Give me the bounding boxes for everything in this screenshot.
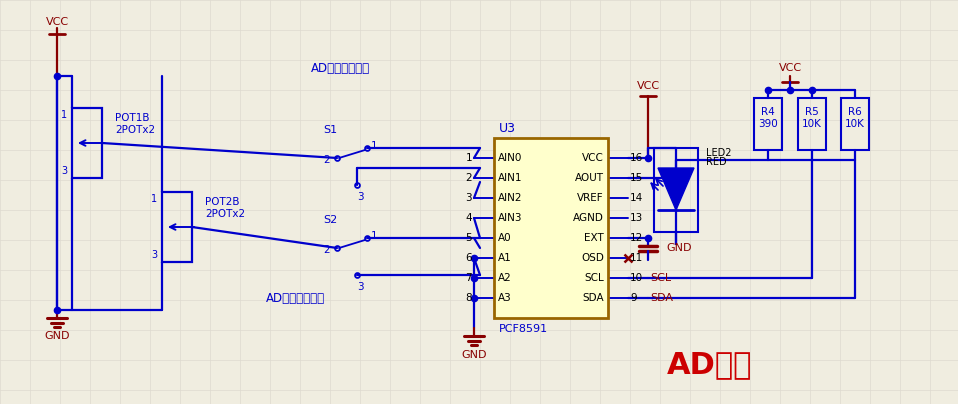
Text: R4: R4	[761, 107, 775, 117]
Text: 15: 15	[630, 173, 643, 183]
Text: AD通道选择开关: AD通道选择开关	[265, 292, 325, 305]
Text: 10K: 10K	[845, 119, 865, 129]
Text: AIN3: AIN3	[498, 213, 522, 223]
Bar	[162, 192, 192, 262]
Text: 1: 1	[371, 141, 377, 151]
Bar	[754, 98, 782, 150]
Text: AIN2: AIN2	[498, 193, 522, 203]
Text: 2POTx2: 2POTx2	[205, 209, 245, 219]
Text: 5: 5	[466, 233, 472, 243]
Text: 6: 6	[466, 253, 472, 263]
Text: 2POTx2: 2POTx2	[115, 125, 155, 135]
Text: 16: 16	[630, 153, 643, 163]
Text: 10: 10	[630, 273, 643, 283]
Text: SCL: SCL	[584, 273, 604, 283]
Text: S2: S2	[323, 215, 337, 225]
Text: A3: A3	[498, 293, 512, 303]
Text: 1: 1	[466, 153, 472, 163]
Text: POT1B: POT1B	[115, 113, 149, 123]
Text: AGND: AGND	[573, 213, 604, 223]
Text: 13: 13	[630, 213, 643, 223]
Text: AIN1: AIN1	[498, 173, 522, 183]
Text: GND: GND	[666, 243, 692, 253]
Text: 1: 1	[150, 194, 157, 204]
Polygon shape	[658, 168, 694, 210]
Text: VCC: VCC	[582, 153, 604, 163]
Text: RED: RED	[706, 157, 726, 167]
Text: VREF: VREF	[578, 193, 604, 203]
Text: 1: 1	[371, 231, 377, 241]
Bar	[494, 138, 608, 318]
Text: SCL: SCL	[650, 273, 672, 283]
Text: 2: 2	[324, 245, 331, 255]
Text: 14: 14	[630, 193, 643, 203]
Text: AIN0: AIN0	[498, 153, 522, 163]
Text: PCF8591: PCF8591	[499, 324, 548, 334]
Text: VCC: VCC	[636, 81, 659, 91]
Text: 390: 390	[758, 119, 778, 129]
Text: R5: R5	[805, 107, 819, 117]
Text: 4: 4	[466, 213, 472, 223]
Text: 8: 8	[466, 293, 472, 303]
Text: R6: R6	[848, 107, 862, 117]
Bar	[72, 108, 102, 178]
Text: VCC: VCC	[779, 63, 802, 73]
Text: 3: 3	[356, 282, 363, 292]
Text: 10K: 10K	[802, 119, 822, 129]
Text: AOUT: AOUT	[575, 173, 604, 183]
Text: A2: A2	[498, 273, 512, 283]
Text: A1: A1	[498, 253, 512, 263]
Text: U3: U3	[499, 122, 516, 135]
Text: 12: 12	[630, 233, 643, 243]
Text: VCC: VCC	[45, 17, 69, 27]
Text: 3: 3	[150, 250, 157, 260]
Text: AD采样: AD采样	[668, 351, 753, 379]
Text: 1: 1	[61, 110, 67, 120]
Text: 9: 9	[630, 293, 637, 303]
Text: 11: 11	[630, 253, 643, 263]
Text: AD通道选择开关: AD通道选择开关	[310, 61, 370, 74]
Text: S1: S1	[323, 125, 337, 135]
Text: 2: 2	[466, 173, 472, 183]
Text: GND: GND	[44, 331, 70, 341]
Text: LED2: LED2	[706, 148, 732, 158]
Text: POT2B: POT2B	[205, 197, 240, 207]
Text: OSD: OSD	[582, 253, 604, 263]
Text: GND: GND	[461, 350, 487, 360]
Text: EXT: EXT	[584, 233, 604, 243]
Text: A0: A0	[498, 233, 512, 243]
Text: SDA: SDA	[582, 293, 604, 303]
Bar	[654, 148, 698, 232]
Text: 3: 3	[466, 193, 472, 203]
Text: SDA: SDA	[650, 293, 673, 303]
Text: 3: 3	[356, 192, 363, 202]
Bar	[841, 98, 869, 150]
Text: 3: 3	[61, 166, 67, 176]
Text: 7: 7	[466, 273, 472, 283]
Text: 2: 2	[324, 155, 331, 165]
Bar	[798, 98, 826, 150]
